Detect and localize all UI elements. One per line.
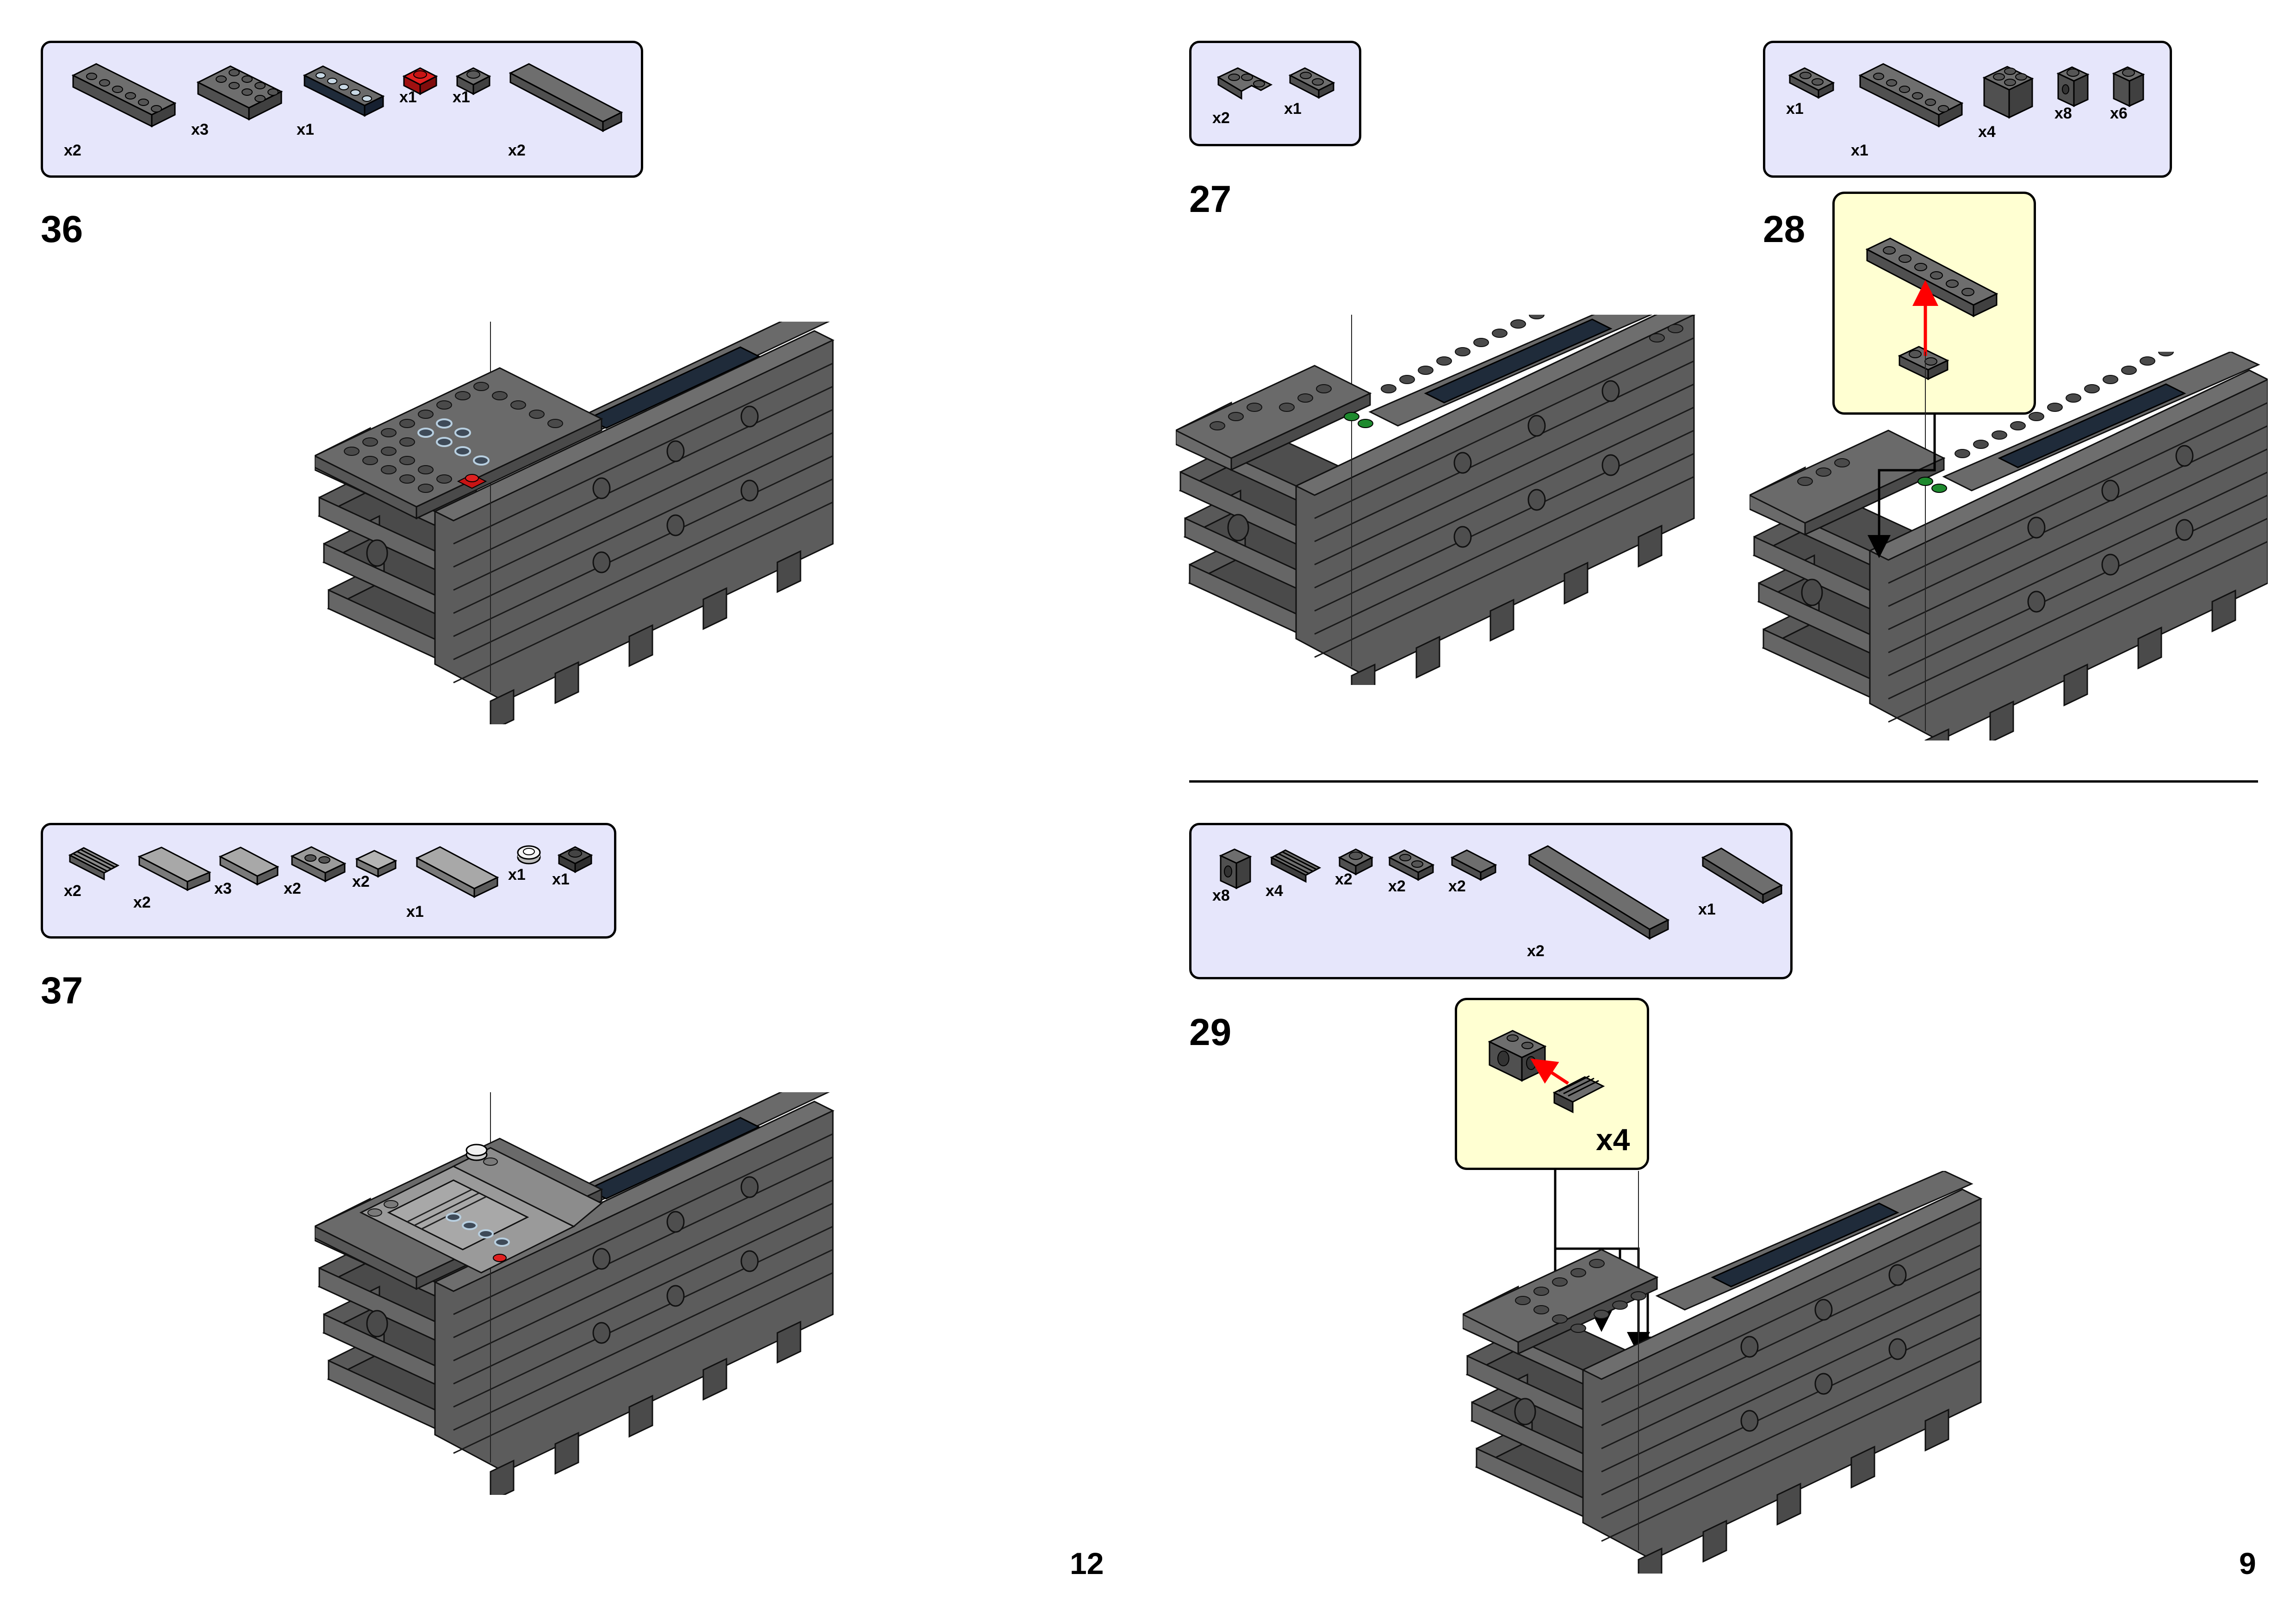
part-qty: x2 [1212, 109, 1230, 127]
plate-1x6-icon [1858, 63, 1964, 128]
callout-arrow-step-28 [1868, 415, 1936, 558]
part-qty: x2 [508, 142, 526, 159]
parts-list-step-37: x2 x2 x3 x2 x2 [41, 823, 616, 939]
part-qty: x1 [297, 121, 314, 138]
brick-2x2-icon [1982, 66, 2034, 119]
tile-1x8-icon [509, 63, 623, 132]
part-qty: x8 [2054, 105, 2072, 122]
plate-1x2-icon [1288, 67, 1335, 99]
part-qty: x2 [64, 142, 81, 159]
part-qty: x6 [2110, 105, 2128, 122]
part-qty: x1 [552, 871, 570, 888]
tile-2x3-light-icon [218, 846, 279, 886]
part-qty: x2 [1527, 942, 1545, 960]
plate-1x2-icon [1388, 849, 1435, 881]
part-qty: x1 [1698, 901, 1716, 918]
plate-1x1-icon [1338, 848, 1374, 876]
jumper-plate-icon [290, 846, 347, 883]
plate-2x4-icon [196, 65, 283, 121]
tile-1x2-icon [1450, 849, 1497, 881]
tile-2x6-light-icon [415, 846, 499, 898]
step-number-37: 37 [41, 970, 83, 1012]
round-tile-white-icon [517, 845, 541, 865]
part-qty: x4 [1978, 123, 1996, 141]
step-divider [1189, 780, 2258, 783]
step-number-28: 28 [1763, 208, 1806, 250]
tile-1x4-icon [1701, 847, 1783, 904]
model-step-29 [1463, 1171, 1982, 1574]
corner-plate-icon [1216, 67, 1273, 100]
parts-list-step-28: x1 x1 x4 x8 [1763, 41, 2172, 178]
brick-1x1-icon [2056, 66, 2090, 107]
part-qty: x3 [191, 121, 209, 138]
plate-1x6-icon [71, 63, 177, 128]
right-page: x2 x1 27 x1 x1 [1148, 0, 2296, 1624]
part-qty: x2 [1335, 871, 1353, 888]
callout-qty-step-29: x4 [1596, 1122, 1630, 1157]
part-qty: x4 [1266, 882, 1283, 900]
grille-tile-icon [1270, 849, 1322, 883]
plate-1x1-dark-icon [557, 846, 593, 873]
part-qty: x1 [1786, 100, 1804, 118]
plate-1x1-red-icon [402, 67, 438, 95]
brick-1x1-tall-icon [2112, 66, 2145, 107]
tile-1x10-icon [1527, 845, 1670, 940]
model-step-27 [1176, 315, 1695, 685]
left-page: x2 x3 x1 x1 [41, 41, 1104, 1580]
part-qty: x2 [133, 894, 151, 911]
part-qty: x2 [284, 880, 301, 897]
plate-1x6-trans-icon [303, 65, 385, 117]
plate-1x1-icon [455, 67, 491, 95]
callout-step-29: x4 [1455, 998, 1649, 1170]
model-step-28 [1750, 352, 2268, 740]
plate-1x2-icon [1788, 67, 1835, 99]
part-qty: x1 [453, 88, 470, 106]
part-qty: x2 [64, 882, 81, 900]
part-qty: x2 [352, 873, 370, 890]
brick-1x2-technic-icon [1219, 848, 1252, 890]
parts-list-step-36: x2 x3 x1 x1 [41, 41, 643, 178]
part-qty: x1 [1851, 142, 1868, 159]
page-number-left: 12 [1070, 1546, 1104, 1580]
step-number-27: 27 [1189, 178, 1232, 220]
part-qty: x2 [1448, 877, 1466, 895]
parts-list-step-27: x2 x1 [1189, 41, 1361, 146]
part-qty: x1 [508, 866, 526, 884]
tile-2x4-light-icon [137, 846, 211, 891]
step-number-29: 29 [1189, 1011, 1232, 1053]
callout-assembly-step-28 [1865, 237, 1998, 380]
part-qty: x2 [1388, 877, 1406, 895]
callout-step-28 [1832, 192, 2036, 415]
callout-assembly-step-29 [1488, 1030, 1605, 1114]
parts-list-step-29: x8 x4 x2 x2 x2 [1189, 823, 1793, 979]
tile-2x2-light-icon [355, 850, 397, 878]
part-qty: x8 [1212, 887, 1230, 904]
page-number-right: 9 [2239, 1546, 2256, 1580]
model-step-36 [315, 322, 834, 724]
part-qty: x3 [214, 880, 232, 897]
grille-tile-icon [68, 847, 120, 881]
part-qty: x1 [399, 88, 417, 106]
model-step-37 [315, 1092, 834, 1495]
part-qty: x1 [1284, 100, 1302, 118]
step-number-36: 36 [41, 208, 83, 250]
part-qty: x1 [406, 903, 424, 921]
